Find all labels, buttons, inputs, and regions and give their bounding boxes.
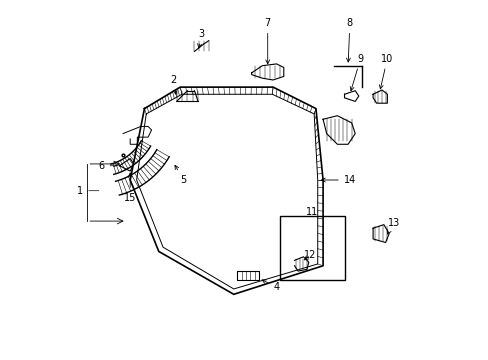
Text: 2: 2 [170, 75, 177, 94]
Text: 9: 9 [349, 54, 363, 91]
Text: 5: 5 [175, 165, 186, 185]
Text: 6: 6 [99, 161, 118, 171]
Text: 13: 13 [386, 218, 399, 234]
Text: 14: 14 [321, 175, 355, 185]
Text: 4: 4 [262, 280, 279, 292]
Text: 15: 15 [124, 173, 136, 203]
Text: 10: 10 [379, 54, 393, 89]
Text: 7: 7 [264, 18, 270, 64]
Text: 8: 8 [346, 18, 352, 62]
Text: 1: 1 [77, 186, 99, 196]
Bar [280, 216, 344, 280]
Text: 3: 3 [197, 28, 204, 48]
Text: 12: 12 [304, 250, 316, 260]
Text: 11: 11 [305, 207, 318, 217]
